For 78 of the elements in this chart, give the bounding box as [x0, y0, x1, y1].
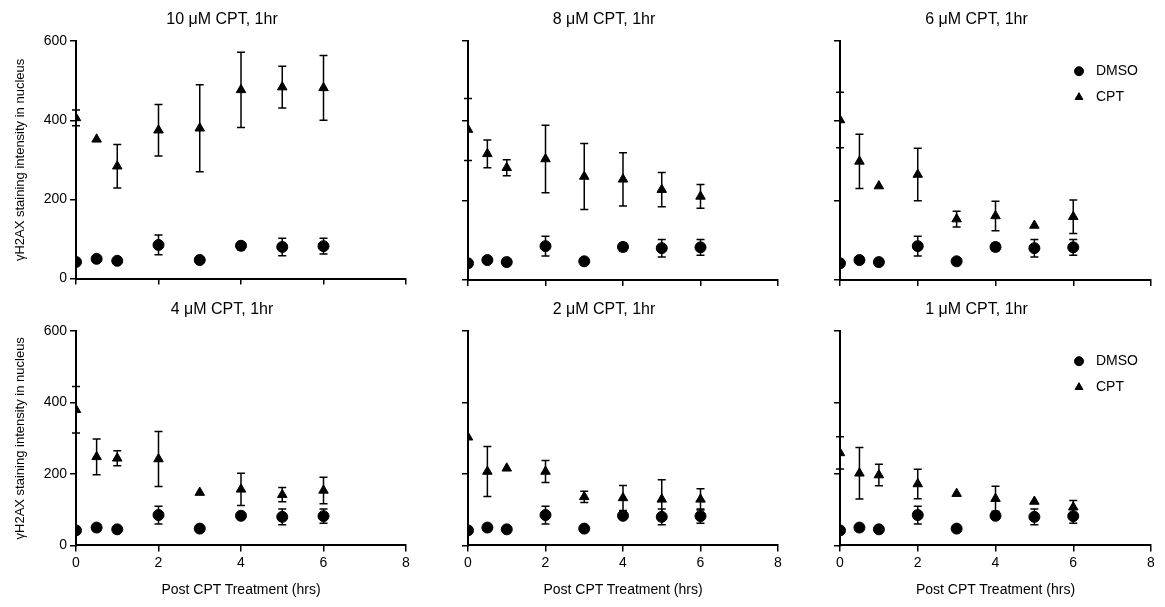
- x-tick-label: 4: [237, 553, 246, 570]
- point: [872, 523, 885, 536]
- x-tick-label: 6: [696, 553, 705, 570]
- chart-title: 6 μM CPT, 1hr: [925, 10, 1029, 28]
- x-tick-label: 2: [154, 553, 163, 570]
- y-tick-label: 0: [59, 269, 68, 286]
- x-tick-label: 2: [541, 553, 550, 570]
- point: [695, 190, 706, 200]
- legend-label: DMSO: [1096, 352, 1139, 369]
- point: [854, 155, 865, 165]
- point: [1029, 495, 1040, 505]
- y-axis-title: γH2AX staining intensity in nucleus: [11, 336, 27, 540]
- x-tick-label: 0: [836, 553, 845, 570]
- point: [539, 509, 552, 522]
- point: [111, 523, 124, 536]
- chart-title: 1 μM CPT, 1hr: [925, 300, 1029, 318]
- x-axis-title: Post CPT Treatment (hrs): [543, 581, 703, 598]
- point: [194, 486, 206, 496]
- x-tick-label: 8: [1147, 553, 1156, 570]
- point: [578, 255, 591, 268]
- point: [501, 462, 513, 472]
- y-axis-title: γH2AX staining intensity in nucleus: [11, 58, 27, 262]
- point: [990, 492, 1001, 502]
- y-tick-label: 400: [43, 393, 68, 410]
- chart-title: 10 μM CPT, 1hr: [166, 10, 279, 28]
- x-tick-label: 8: [402, 553, 411, 570]
- x-tick-label: 8: [774, 553, 783, 570]
- point: [951, 487, 962, 497]
- x-tick-label: 0: [464, 553, 473, 570]
- y-tick-label: 200: [43, 464, 68, 481]
- x-axis-title: Post CPT Treatment (hrs): [161, 581, 321, 598]
- point: [695, 493, 706, 503]
- point: [500, 523, 513, 536]
- y-tick-label: 600: [43, 32, 68, 49]
- point: [111, 160, 123, 170]
- x-axis-title: Post CPT Treatment (hrs): [915, 581, 1076, 598]
- point: [111, 254, 124, 267]
- point: [1067, 210, 1079, 220]
- x-tick-label: 6: [1069, 553, 1078, 570]
- chart-title: 8 μM CPT, 1hr: [552, 10, 656, 28]
- point: [318, 484, 329, 494]
- x-tick-label: 0: [72, 553, 81, 570]
- y-tick-label: 400: [43, 111, 68, 128]
- legend-label: CPT: [1096, 88, 1125, 105]
- point: [872, 256, 885, 269]
- legend-label: CPT: [1096, 378, 1125, 395]
- point: [578, 170, 590, 180]
- x-tick-label: 6: [319, 553, 328, 570]
- point: [111, 452, 123, 462]
- x-tick-label: 2: [913, 553, 922, 570]
- point: [951, 213, 962, 223]
- point: [1029, 219, 1040, 229]
- x-tick-label: 4: [619, 553, 628, 570]
- point: [152, 238, 165, 251]
- point: [950, 522, 963, 535]
- chart-title: 4 μM CPT, 1hr: [170, 300, 274, 318]
- point: [540, 465, 551, 475]
- y-tick-label: 0: [59, 536, 68, 553]
- point: [152, 509, 165, 522]
- point: [500, 256, 513, 269]
- point: [482, 465, 493, 475]
- point: [950, 255, 963, 268]
- point: [578, 522, 591, 535]
- y-tick-label: 600: [43, 322, 68, 339]
- point: [854, 467, 865, 477]
- point: [276, 488, 288, 498]
- point: [193, 522, 206, 535]
- point: [193, 254, 206, 266]
- point: [276, 240, 289, 253]
- point: [539, 240, 552, 253]
- y-tick-label: 200: [43, 190, 68, 207]
- chart-title: 2 μM CPT, 1hr: [552, 300, 656, 318]
- legend-label: DMSO: [1096, 62, 1139, 79]
- point: [1028, 242, 1041, 255]
- point: [873, 180, 885, 190]
- point: [153, 124, 164, 134]
- x-tick-label: 4: [991, 553, 1000, 570]
- point: [91, 133, 102, 143]
